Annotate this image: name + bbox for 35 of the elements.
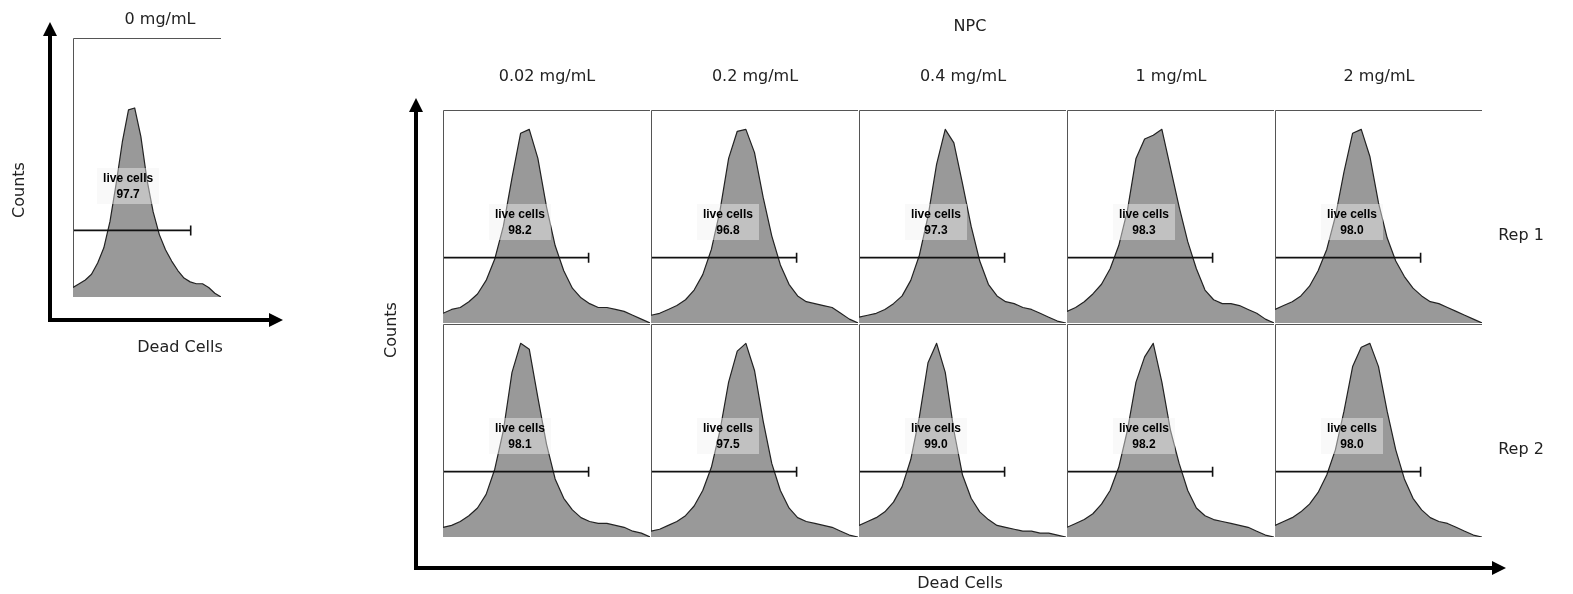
x-axis-title: Dead Cells bbox=[917, 572, 1003, 592]
annotation: 98.2 bbox=[1131, 436, 1157, 453]
annotation: 97.7 bbox=[115, 186, 141, 202]
annotation: 97.5 bbox=[715, 436, 741, 453]
annotation: live cells bbox=[1117, 206, 1170, 223]
annotation: live cells bbox=[701, 206, 754, 223]
annotation: live cells bbox=[909, 206, 962, 223]
y-axis-title: Counts bbox=[380, 302, 400, 358]
chart-title: 0 mg/mL bbox=[124, 8, 196, 28]
annotation: 98.2 bbox=[507, 222, 533, 239]
y2-axis-title: Rep 2 bbox=[1498, 438, 1544, 458]
annotation: live cells bbox=[701, 420, 754, 437]
annotation: live cells bbox=[1117, 420, 1170, 437]
chart-title: 0.4 mg/mL bbox=[919, 65, 1007, 85]
annotation: 96.8 bbox=[715, 222, 741, 239]
annotation: 98.0 bbox=[1339, 222, 1365, 239]
annotation: live cells bbox=[1325, 206, 1378, 223]
annotation: 98.1 bbox=[507, 436, 533, 453]
annotation: live cells bbox=[102, 170, 155, 186]
chart-title: 0.2 mg/mL bbox=[711, 65, 799, 85]
annotation: live cells bbox=[493, 420, 546, 437]
y-axis-title: Counts bbox=[8, 162, 28, 218]
y2-axis-title: Rep 1 bbox=[1498, 224, 1544, 244]
annotation: 97.3 bbox=[923, 222, 949, 239]
chart-title: 0.02 mg/mL bbox=[498, 65, 596, 85]
annotation: live cells bbox=[909, 420, 962, 437]
annotation: live cells bbox=[493, 206, 546, 223]
chart-subtitle: NPC bbox=[953, 15, 987, 35]
annotation: 99.0 bbox=[923, 436, 949, 453]
annotation: 98.3 bbox=[1131, 222, 1157, 239]
chart-title: 1 mg/mL bbox=[1135, 65, 1207, 85]
x-axis-title: Dead Cells bbox=[137, 336, 223, 356]
chart-title: 2 mg/mL bbox=[1343, 65, 1415, 85]
annotation: live cells bbox=[1325, 420, 1378, 437]
annotation: 98.0 bbox=[1339, 436, 1365, 453]
